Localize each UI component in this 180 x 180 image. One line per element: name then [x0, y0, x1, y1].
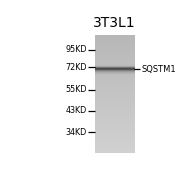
- Text: 3T3L1: 3T3L1: [93, 16, 136, 30]
- Text: 95KD: 95KD: [65, 45, 87, 54]
- Text: 34KD: 34KD: [65, 128, 87, 137]
- Text: 55KD: 55KD: [65, 85, 87, 94]
- Text: SQSTM1: SQSTM1: [141, 65, 176, 74]
- Text: 43KD: 43KD: [65, 106, 87, 115]
- Text: 72KD: 72KD: [65, 63, 87, 72]
